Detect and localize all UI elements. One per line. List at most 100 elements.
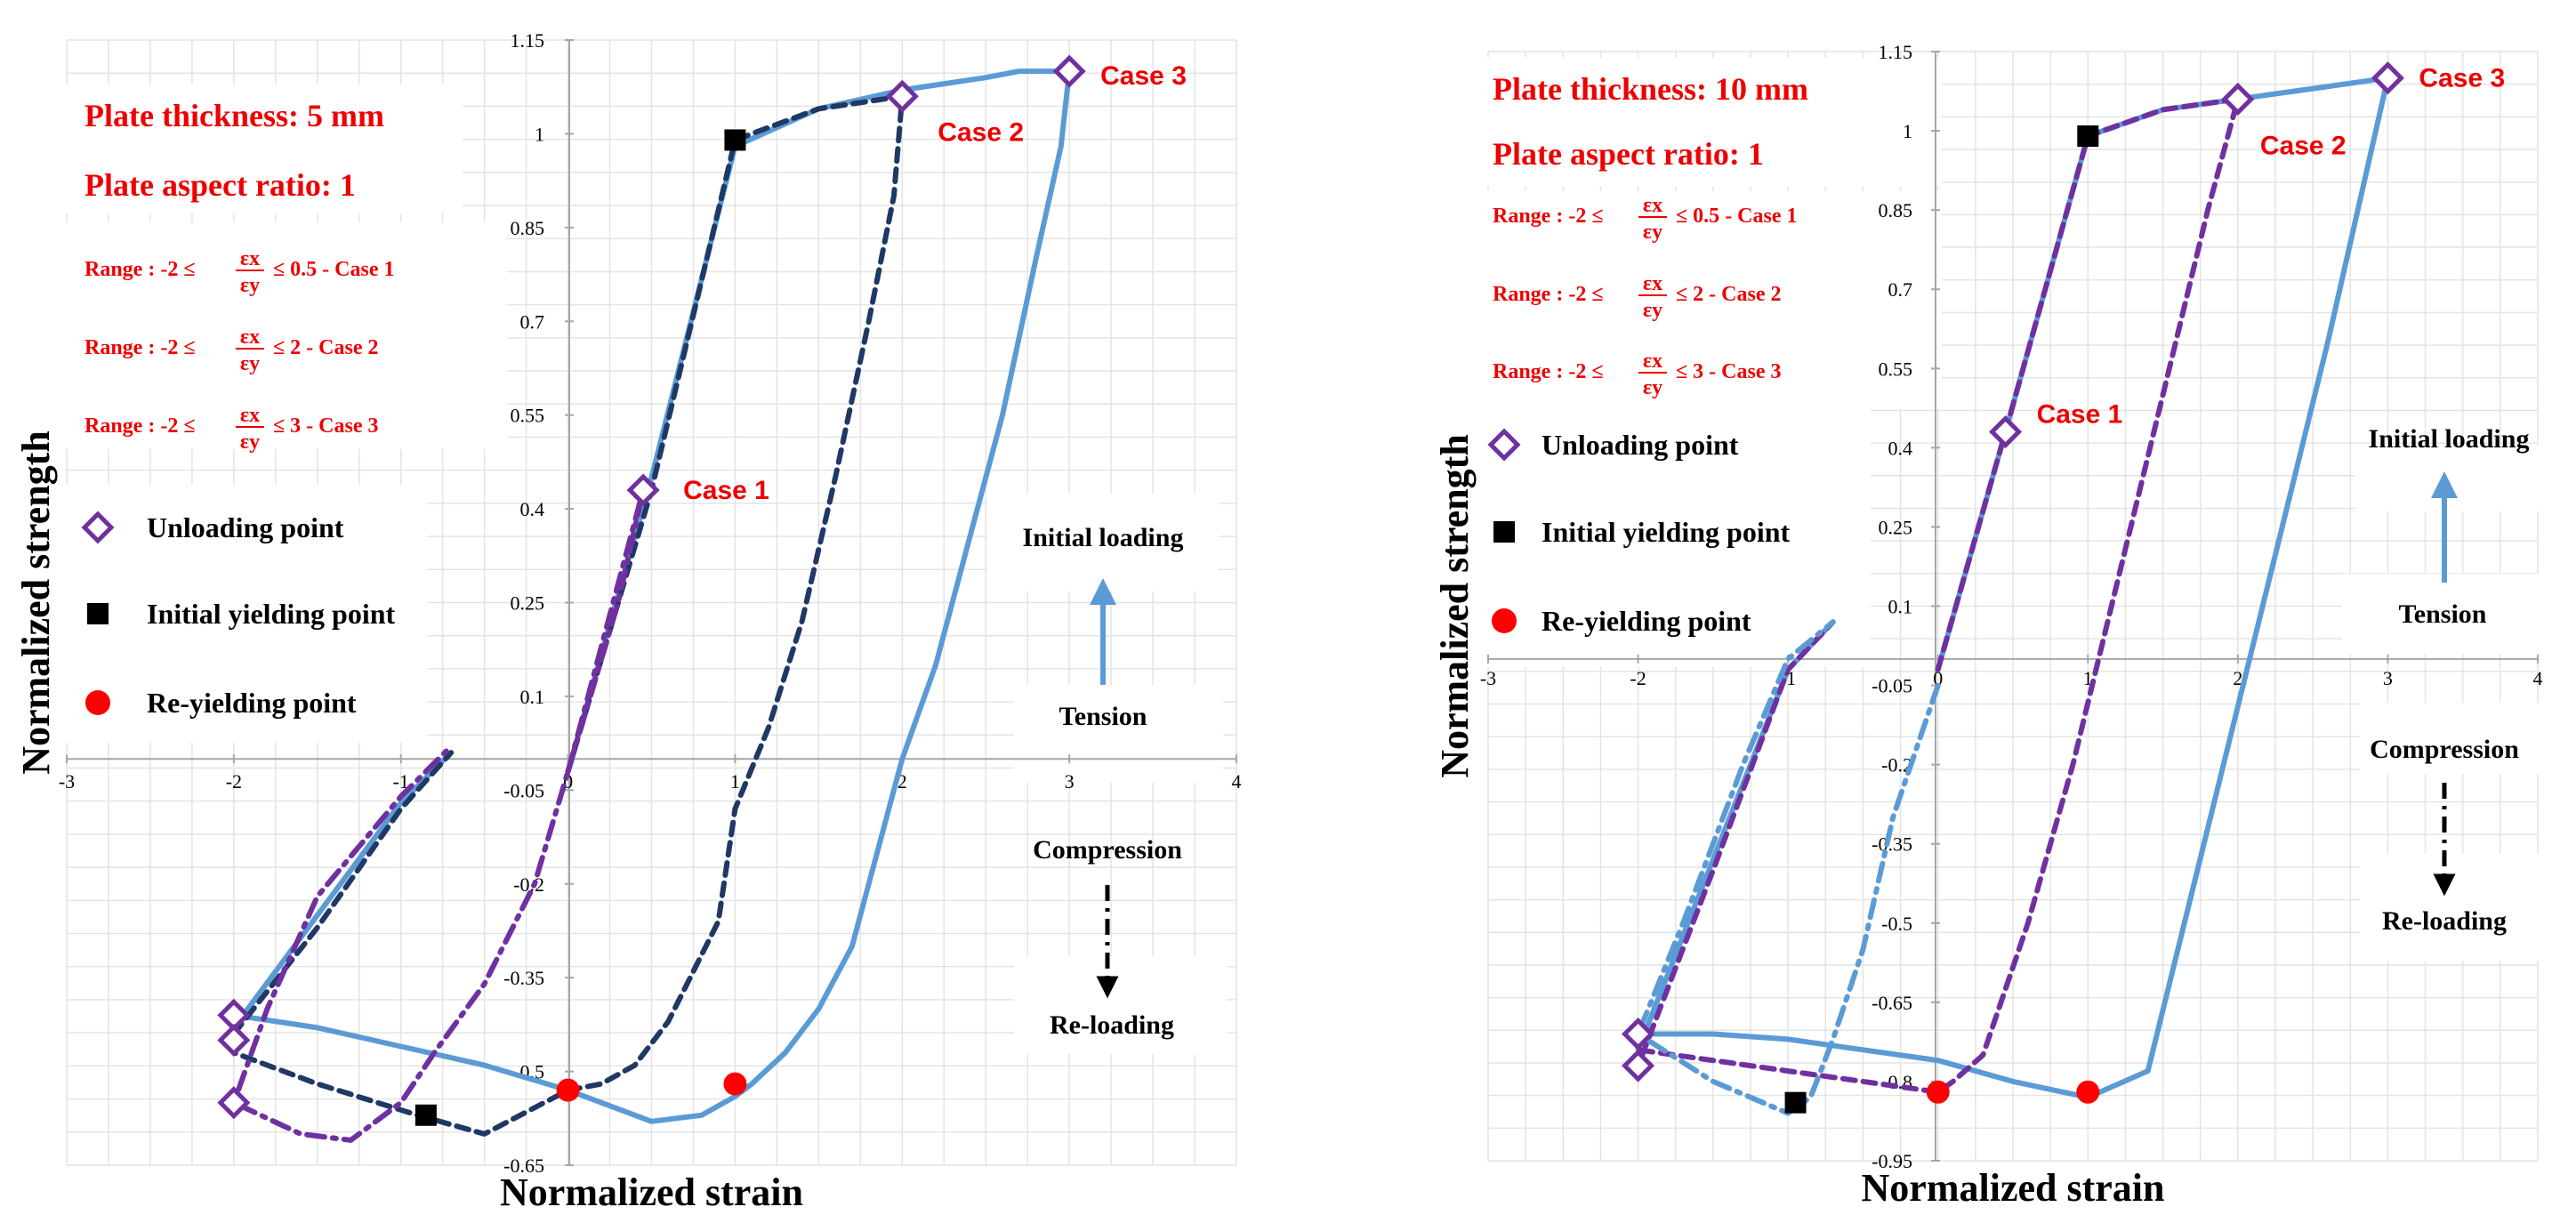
y-tick-label: 1.15: [1879, 41, 1913, 63]
re-yielding-marker: [556, 1078, 580, 1102]
y-tick-label: -0.35: [1872, 833, 1912, 856]
y-tick-label: -0.05: [1872, 675, 1912, 697]
initial-loading-label: Initial loading: [1023, 523, 1184, 552]
x-tick-label: -2: [1630, 667, 1646, 689]
legend-yielding-icon: [87, 603, 109, 624]
x-tick-label: -2: [226, 770, 242, 793]
y-tick-label: -0.5: [1881, 913, 1912, 935]
y-tick-label: 0.25: [511, 592, 545, 615]
label-background: [1479, 191, 1942, 409]
fraction-denominator: εy: [240, 274, 260, 297]
y-tick-label: 0.7: [520, 310, 545, 333]
legend: Unloading point Initial yielding point Re-…: [1487, 428, 1791, 637]
tension-label: Tension: [1059, 702, 1147, 731]
fraction-denominator: εy: [1643, 376, 1662, 399]
legend-reyielding-label: Re-yielding point: [1542, 605, 1751, 637]
plate-thickness-label: Plate thickness: 10 mm: [1493, 71, 1808, 107]
re-yielding-marker: [2076, 1080, 2100, 1104]
range-suffix: ≤ 0.5 - Case 1: [273, 258, 395, 281]
x-tick-label: 2: [2233, 667, 2242, 689]
range-suffix: ≤ 3 - Case 3: [1676, 360, 1782, 383]
plate-aspect-label: Plate aspect ratio: 1: [1493, 136, 1764, 172]
chart-right: -3 -2 -1 0 1 2 3 41.1510.850.70.550.40.250.1-0.…: [1433, 41, 2551, 1210]
case-label: Case 2: [2260, 131, 2347, 160]
unloading-point-marker: [217, 1086, 251, 1120]
unloading-point-marker: [1622, 1017, 1655, 1051]
label-background: [1479, 58, 1942, 187]
x-tick-label: 0: [563, 770, 573, 793]
y-tick-label: -0.65: [1872, 992, 1912, 1014]
label-background: [2342, 574, 2551, 654]
unloading-point-marker: [1052, 54, 1086, 88]
fraction-numerator: εx: [1643, 350, 1662, 373]
series-line-dashdot: [1635, 619, 1941, 1116]
y-tick-label: 0.55: [1879, 358, 1913, 380]
x-tick-label: 4: [2533, 667, 2543, 689]
initial-yielding-marker: [415, 1104, 437, 1126]
y-tick-label: -0.35: [503, 967, 544, 989]
fraction-numerator: εx: [240, 326, 260, 349]
y-tick-label: 0.55: [511, 405, 545, 427]
initial-yielding-marker: [2077, 125, 2099, 148]
range-suffix: ≤ 0.5 - Case 1: [1676, 205, 1798, 228]
y-tick-label: -0.65: [503, 1155, 544, 1177]
x-tick-label: -3: [1480, 667, 1496, 689]
label-background: [1014, 685, 1223, 783]
legend: Unloading point Initial yielding point Re-…: [81, 511, 396, 719]
case-labels: Case 1 Case 2 Case 3: [683, 61, 1187, 505]
re-yielding-marker: [1926, 1080, 1950, 1104]
x-tick-label: 4: [1232, 770, 1242, 793]
label-background: [1479, 409, 1871, 667]
y-tick-label: 0.25: [1879, 516, 1913, 538]
label-background: [2360, 703, 2547, 774]
x-tick-label: 0: [1933, 667, 1943, 689]
legend-reyielding-icon: [85, 690, 110, 715]
gridlines: [1487, 51, 2539, 1162]
y-tick-label: 0.1: [520, 686, 545, 708]
fraction-denominator: εy: [240, 352, 260, 375]
compression-label: Compression: [1033, 835, 1182, 865]
x-tick-label: 2: [898, 770, 907, 793]
y-tick-label: -0.95: [1872, 1150, 1912, 1172]
y-tick-label: 0.1: [1888, 596, 1913, 618]
direction-annotations: Initial loading Tension Compression Re-load…: [2369, 424, 2530, 936]
legend-reyielding-icon: [1492, 608, 1517, 633]
unloading-point-marker: [2371, 61, 2404, 95]
range-prefix: Range : -2 ≤: [85, 258, 196, 281]
y-tick-label: 0.85: [1879, 199, 1913, 221]
initial-yielding-marker: [1784, 1091, 1807, 1114]
fraction-numerator: εx: [1643, 194, 1662, 217]
info-block: Plate thickness: 5 mm Plate aspect ratio:…: [85, 98, 395, 454]
fraction-denominator: εy: [1643, 299, 1662, 322]
case-label: Case 1: [2037, 400, 2123, 430]
range-prefix: Range : -2 ≤: [1493, 283, 1604, 306]
chart-left: -3 -2 -1 0 1 2 3 4 1.15 1 0.85 0.7 0.55 0.4 0.25 0.1 -0.…: [14, 29, 1242, 1214]
x-tick-label: -1: [393, 770, 409, 793]
case-label: Case 3: [1100, 61, 1187, 91]
y-tick-label: 0.85: [511, 217, 545, 239]
markers-group: [217, 54, 1086, 1126]
label-background: [987, 494, 1219, 591]
y-tick-label: 0.4: [1888, 437, 1913, 459]
reloading-label: Re-loading: [2382, 906, 2507, 936]
y-tick-label: -0.05: [503, 779, 544, 801]
direction-annotations: Initial loading Tension Compression Re-load…: [1023, 523, 1184, 1040]
label-background: [2355, 445, 2542, 511]
markers-group: [1622, 61, 2404, 1114]
label-background: [62, 222, 507, 449]
label-background: [1014, 956, 1228, 1054]
case-labels: Case 1 Case 2 Case 3: [2037, 64, 2506, 430]
initial-loading-label: Initial loading: [2369, 424, 2530, 454]
y-axis-title: Normalized strength: [14, 430, 58, 775]
label-backgrounds: [62, 84, 1228, 1054]
fraction-denominator: εy: [1643, 221, 1662, 244]
y-tick-label: 1: [535, 123, 544, 145]
legend-reyielding-label: Re-yielding point: [147, 687, 357, 719]
legend-yielding-label: Initial yielding point: [147, 598, 396, 630]
y-tick-label: 1.15: [511, 29, 545, 52]
unloading-point-marker: [885, 79, 919, 113]
legend-unloading-label: Unloading point: [147, 511, 344, 543]
y-axis-title: Normalized strength: [1433, 434, 1477, 778]
unloading-point-marker: [1622, 1049, 1655, 1082]
x-tick-label: 1: [2083, 667, 2093, 689]
